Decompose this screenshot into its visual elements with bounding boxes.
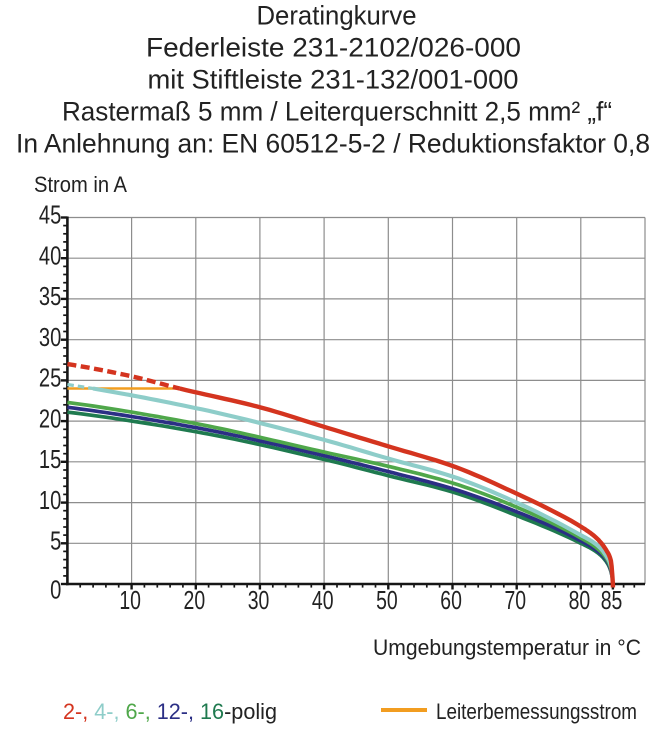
svg-text:80: 80 [569,585,591,615]
svg-text:20: 20 [39,403,61,433]
svg-text:mit Stiftleiste 231-132/001-00: mit Stiftleiste 231-132/001-000 [148,64,519,94]
svg-text:5: 5 [50,526,61,556]
svg-text:10: 10 [119,585,141,615]
svg-text:Umgebungstemperatur in °C: Umgebungstemperatur in °C [373,635,641,660]
svg-text:30: 30 [39,322,61,352]
svg-text:30: 30 [248,585,270,615]
svg-text:0: 0 [50,574,61,604]
svg-text:In Anlehnung an: EN 60512-5-2: In Anlehnung an: EN 60512-5-2 / Reduktio… [16,128,650,158]
svg-text:Leiterbemessungsstrom: Leiterbemessungsstrom [436,699,637,724]
svg-text:2-, 4-, 6-, 12-, 16-polig: 2-, 4-, 6-, 12-, 16-polig [63,699,277,724]
svg-text:Strom in A: Strom in A [34,172,127,197]
svg-text:60: 60 [440,585,462,615]
svg-text:Rastermaß 5 mm / Leiterquersch: Rastermaß 5 mm / Leiterquerschnitt 2,5 m… [62,96,612,126]
svg-text:40: 40 [39,240,61,270]
svg-text:10: 10 [39,485,61,515]
svg-text:25: 25 [39,363,61,393]
svg-text:50: 50 [376,585,398,615]
svg-text:85: 85 [601,585,623,615]
svg-text:Deratingkurve: Deratingkurve [257,1,417,31]
svg-text:35: 35 [39,281,61,311]
svg-text:70: 70 [504,585,526,615]
svg-text:40: 40 [312,585,334,615]
svg-text:15: 15 [39,444,61,474]
svg-text:Federleiste 231-2102/026-000: Federleiste 231-2102/026-000 [146,32,521,62]
svg-text:45: 45 [39,200,61,230]
svg-text:20: 20 [184,585,206,615]
